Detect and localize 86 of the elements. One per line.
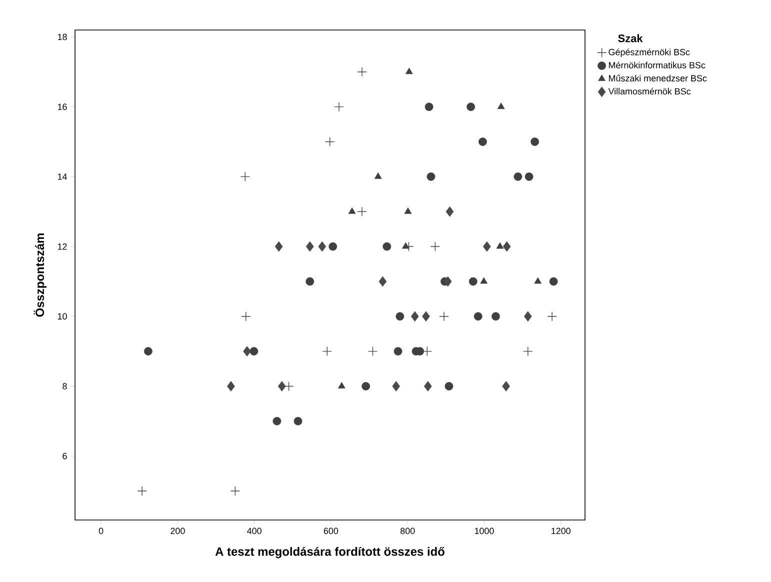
point: [474, 312, 482, 321]
point: [368, 346, 378, 356]
point: [362, 382, 370, 390]
point: [446, 206, 454, 217]
x-tick-label: 600: [324, 528, 338, 534]
y-tick-label: 10: [58, 313, 67, 320]
point: [444, 382, 454, 390]
point: [482, 241, 491, 252]
legend-label: Gépészmérnöki BSc: [608, 48, 690, 58]
point: [424, 102, 434, 112]
point: [240, 172, 250, 182]
x-tick-label: 1200: [552, 528, 570, 534]
y-axis-title: Összpontszám: [34, 234, 46, 317]
point: [514, 172, 522, 181]
x-axis-title: A teszt megoldására fordított összes idő: [215, 546, 444, 558]
point: [392, 381, 400, 392]
y-tick-label: 16: [58, 104, 67, 110]
point: [405, 68, 413, 74]
point: [306, 277, 314, 286]
point: [422, 311, 430, 322]
point: [492, 312, 500, 321]
point: [318, 241, 326, 252]
y-tick-label: 14: [58, 174, 67, 180]
point: [524, 311, 532, 322]
point: [324, 136, 335, 147]
point: [430, 242, 440, 252]
point: [137, 486, 147, 496]
x-tick-label: 200: [170, 528, 185, 534]
point: [382, 242, 392, 251]
point: [502, 241, 511, 252]
point: [278, 381, 286, 392]
point: [424, 381, 432, 392]
point: [404, 207, 412, 214]
legend-title: Szak: [618, 34, 643, 42]
point: [357, 206, 367, 216]
x-tick-label: 1000: [474, 528, 494, 534]
point: [466, 102, 476, 112]
point: [322, 346, 332, 356]
point: [306, 241, 314, 252]
point: [338, 382, 346, 388]
point: [272, 416, 282, 426]
legend-label: Műszaki menedzser BSc: [609, 74, 707, 82]
point: [547, 312, 557, 322]
y-tick-label: 12: [58, 243, 67, 250]
point: [357, 67, 367, 77]
point: [402, 242, 410, 249]
point: [396, 312, 404, 321]
point: [284, 381, 294, 392]
point: [294, 416, 302, 426]
point: [496, 242, 504, 249]
y-tick-label: 18: [58, 34, 67, 40]
x-tick-label: 800: [400, 528, 415, 534]
point: [497, 102, 505, 110]
point: [502, 381, 510, 392]
point: [422, 346, 432, 356]
point: [274, 241, 283, 252]
point: [426, 172, 436, 181]
point: [243, 346, 252, 356]
point: [530, 138, 540, 146]
point: [523, 346, 533, 356]
point: [444, 276, 452, 287]
point: [227, 381, 235, 392]
point: [534, 277, 542, 284]
point: [374, 172, 382, 179]
y-tick-label: 8: [62, 383, 67, 390]
point: [250, 347, 258, 356]
legend-label: Villamosmérnök BSc: [608, 88, 691, 95]
point: [334, 102, 344, 112]
y-tick-label: 6: [62, 452, 67, 460]
point: [230, 486, 240, 496]
point: [549, 277, 558, 286]
legend-label: Mérnökinformatikus BSc: [609, 62, 706, 68]
point: [478, 138, 487, 146]
point: [410, 311, 419, 322]
x-tick-label: 400: [247, 528, 262, 534]
point: [480, 277, 488, 284]
point: [348, 207, 356, 214]
point: [468, 277, 478, 286]
point: [439, 312, 449, 322]
x-tick-label: 0: [98, 528, 104, 534]
point: [394, 347, 402, 356]
point: [524, 172, 534, 181]
point: [378, 276, 387, 287]
point: [144, 347, 152, 356]
point: [241, 312, 251, 322]
point: [328, 242, 338, 251]
